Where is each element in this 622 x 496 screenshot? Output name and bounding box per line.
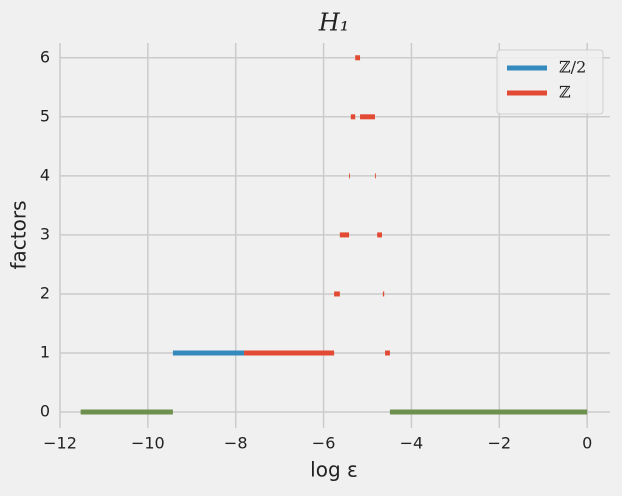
y-tick-label: 4 (40, 165, 50, 184)
x-axis-label: log ε (310, 458, 358, 482)
x-tick-label: −6 (312, 434, 336, 453)
y-axis-label: factors (7, 200, 31, 269)
x-tick-label: 0 (582, 434, 592, 453)
y-tick-label: 1 (40, 343, 50, 362)
y-tick-label: 0 (40, 402, 50, 421)
marks (80, 55, 588, 415)
y-tick-label: 2 (40, 283, 50, 302)
x-tick-label: −12 (43, 434, 77, 453)
x-tick-label: −8 (224, 434, 248, 453)
y-tick-label: 5 (40, 106, 50, 125)
x-tick-label: −2 (488, 434, 512, 453)
legend-label: ℤ/2 (559, 58, 586, 77)
y-tick-label: 6 (40, 47, 50, 66)
x-tick-label: −4 (400, 434, 424, 453)
x-tick-label: −10 (131, 434, 165, 453)
chart-title: H₁ (318, 9, 350, 37)
legend: ℤ/2 ℤ (496, 49, 604, 115)
legend-label: ℤ (559, 83, 571, 102)
y-tick-label: 3 (40, 224, 50, 243)
legend-box (496, 49, 604, 115)
